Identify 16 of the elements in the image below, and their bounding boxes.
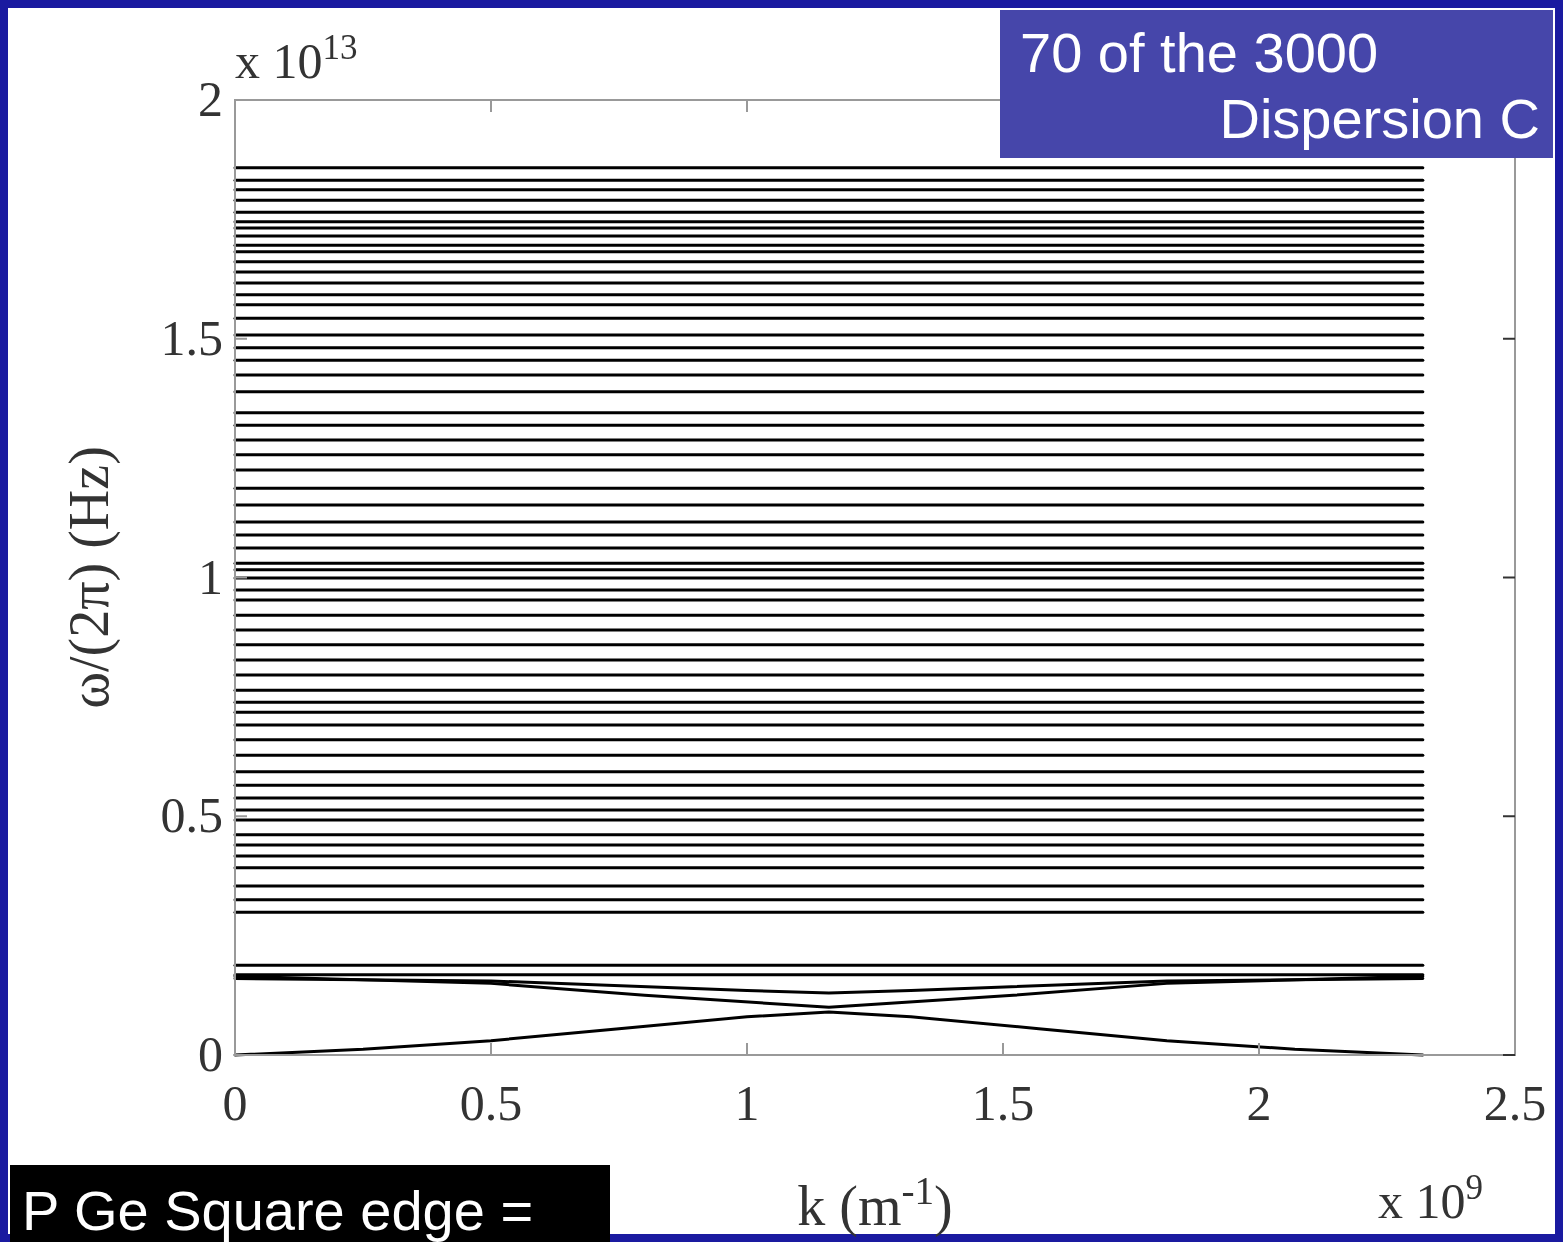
text: x 10$^{13}$ bbox=[235, 27, 358, 89]
x-tick-label: 1 bbox=[734, 1075, 760, 1131]
y-tick-label: 1.5 bbox=[160, 309, 223, 366]
x-tick-label: 0.5 bbox=[459, 1075, 523, 1131]
y-axis-title: ω/(2π) (Hz) bbox=[58, 446, 121, 709]
text: P Ge Square edge = bbox=[22, 1179, 534, 1242]
y-tick-label: 0.5 bbox=[160, 787, 223, 844]
annotation: 70 of the 3000 Dispersion C bbox=[1020, 21, 1540, 150]
y-tick-label: 2 bbox=[198, 71, 223, 127]
x-tick-label: 1.5 bbox=[971, 1075, 1035, 1131]
y-tick-label: 0 bbox=[198, 1026, 223, 1082]
x-tick-label: 2.5 bbox=[1483, 1075, 1547, 1131]
x-axis-title: k (m$^{-1}$) bbox=[797, 1168, 953, 1238]
y-tick-label: 1 bbox=[198, 548, 223, 605]
text: x 10$^{9}$ bbox=[1378, 1167, 1483, 1229]
x-tick-label: 2 bbox=[1246, 1075, 1272, 1131]
